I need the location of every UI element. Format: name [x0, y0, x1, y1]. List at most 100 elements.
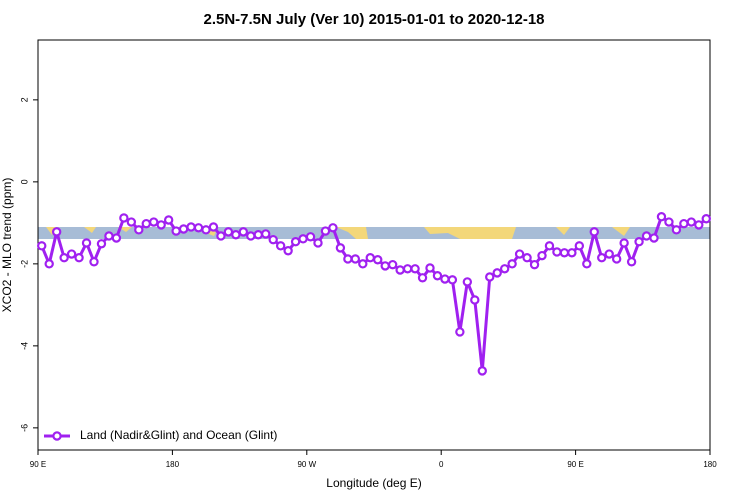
- point: [529, 259, 540, 270]
- point: [313, 238, 323, 248]
- point: [641, 231, 652, 241]
- point: [447, 275, 458, 285]
- y-tick-label: -2: [19, 260, 29, 268]
- point: [410, 264, 420, 274]
- point: [350, 254, 361, 264]
- chart-title: 2.5N-7.5N July (Ver 10) 2015-01-01 to 20…: [203, 11, 544, 28]
- land-patch: [336, 227, 368, 239]
- land-patch: [424, 227, 516, 239]
- x-axis-label: Longitude (deg E): [326, 476, 421, 490]
- point: [455, 327, 465, 337]
- point: [462, 277, 473, 287]
- point: [477, 366, 487, 376]
- point: [335, 243, 346, 253]
- point: [246, 231, 256, 241]
- point: [66, 249, 77, 259]
- point: [283, 246, 293, 256]
- point: [656, 212, 667, 222]
- point: [305, 232, 316, 242]
- point: [582, 259, 592, 269]
- y-tick-label: -6: [19, 424, 29, 432]
- land-patch: [612, 227, 630, 236]
- point: [380, 261, 390, 271]
- point: [328, 223, 338, 233]
- point: [178, 224, 189, 234]
- point: [119, 213, 129, 223]
- point: [298, 234, 308, 244]
- series-line: [40, 215, 708, 373]
- point: [208, 222, 219, 232]
- point: [134, 225, 144, 235]
- x-tick-label: 0: [439, 460, 444, 469]
- point: [537, 250, 547, 261]
- point: [671, 225, 682, 235]
- y-tick-label: 0: [19, 179, 29, 184]
- point: [216, 231, 226, 241]
- legend-marker: [52, 431, 62, 441]
- point: [290, 237, 301, 247]
- point: [387, 259, 398, 270]
- point: [156, 220, 166, 230]
- point: [149, 217, 159, 227]
- point: [111, 233, 122, 243]
- point: [492, 268, 502, 278]
- point: [686, 217, 697, 227]
- point: [59, 253, 69, 263]
- point: [320, 226, 331, 236]
- point: [485, 272, 495, 282]
- point: [253, 230, 263, 240]
- point: [268, 234, 278, 245]
- point: [499, 264, 510, 274]
- point: [358, 259, 368, 269]
- point: [365, 253, 375, 263]
- x-tick-label: 90 E: [567, 460, 583, 469]
- point: [395, 265, 405, 275]
- point: [96, 239, 107, 249]
- point: [51, 227, 62, 237]
- point: [275, 241, 286, 251]
- point: [425, 263, 435, 273]
- point: [544, 241, 555, 251]
- point: [611, 254, 622, 264]
- x-tick-label: 90 E: [30, 460, 46, 469]
- plot-frame: [37, 39, 711, 451]
- point: [567, 248, 577, 258]
- point: [126, 217, 137, 227]
- point: [440, 274, 450, 284]
- point: [261, 229, 271, 239]
- point: [193, 223, 204, 233]
- point: [104, 231, 114, 241]
- point: [634, 237, 644, 247]
- point: [694, 220, 704, 230]
- point: [649, 233, 659, 243]
- point: [679, 218, 689, 229]
- point: [552, 247, 562, 257]
- point: [470, 295, 480, 305]
- point: [81, 238, 92, 248]
- point: [507, 259, 517, 269]
- point: [589, 227, 599, 237]
- point: [432, 271, 443, 281]
- x-tick-label: 90 W: [297, 460, 316, 469]
- point: [402, 264, 413, 274]
- land-patch: [84, 227, 96, 233]
- point: [373, 255, 383, 265]
- point: [604, 249, 614, 259]
- y-tick-label: -4: [19, 342, 29, 350]
- point: [37, 241, 47, 251]
- point: [44, 259, 54, 269]
- x-tick-label: 180: [166, 460, 180, 469]
- point: [597, 253, 607, 263]
- point: [626, 257, 637, 267]
- point: [141, 218, 151, 229]
- point: [417, 273, 428, 283]
- y-axis-label: XCO2 - MLO trend (ppm): [0, 178, 14, 313]
- point: [559, 248, 570, 258]
- point: [223, 227, 234, 237]
- point: [619, 238, 629, 248]
- point: [171, 226, 181, 236]
- point: [514, 249, 525, 259]
- y-tick-label: 2: [19, 97, 29, 102]
- legend: Land (Nadir&Glint) and Ocean (Glint): [44, 428, 277, 442]
